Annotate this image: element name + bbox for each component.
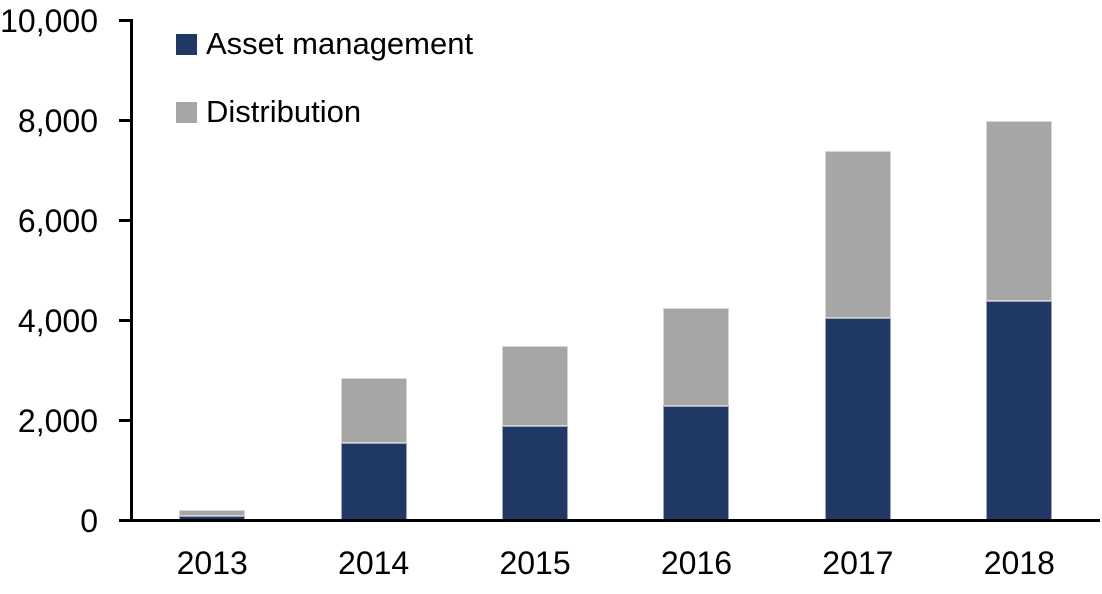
legend-label-asset-management: Asset management (206, 26, 474, 61)
x-tick-label-2017: 2017 (822, 545, 894, 581)
bar-segment-distribution-2013 (179, 509, 246, 516)
legend-swatch-asset-management-icon (176, 33, 197, 55)
y-tick-mark (119, 219, 131, 222)
x-tick-label-2014: 2014 (338, 545, 410, 581)
legend-item-distribution: Distribution (176, 94, 473, 129)
bar-segment-asset-management-2014 (340, 443, 407, 521)
bar-segment-asset-management-2016 (663, 405, 730, 521)
y-tick-label: 4,000 (17, 302, 98, 339)
bar-segment-asset-management-2017 (824, 318, 891, 521)
bar-segment-distribution-2015 (502, 345, 569, 426)
legend-swatch-distribution-icon (176, 101, 197, 123)
chart-legend: Asset management Distribution (176, 26, 474, 129)
y-axis-line (130, 19, 133, 522)
bar-segment-distribution-2017 (824, 150, 891, 318)
bar-segment-asset-management-2013 (179, 515, 246, 521)
y-tick-label: 0 (80, 502, 98, 539)
bar-segment-asset-management-2015 (502, 425, 569, 521)
bar-segment-distribution-2016 (663, 308, 730, 406)
y-tick-mark (119, 19, 131, 22)
x-tick-label-2018: 2018 (983, 545, 1055, 581)
bar-segment-asset-management-2018 (986, 300, 1053, 521)
bar-segment-distribution-2018 (986, 120, 1053, 301)
y-tick-label: 2,000 (17, 402, 98, 439)
y-tick-label: 8,000 (17, 102, 98, 139)
x-axis-line (124, 519, 1100, 522)
y-tick-mark (119, 419, 131, 422)
y-tick-label: 10,000 (0, 2, 98, 39)
x-tick-label-2016: 2016 (660, 545, 733, 581)
x-tick-label-2013: 2013 (176, 545, 248, 581)
x-tick-label-2015: 2015 (499, 545, 571, 581)
legend-label-distribution: Distribution (206, 94, 362, 129)
y-tick-mark (119, 319, 131, 322)
legend-item-asset-management: Asset management (176, 26, 474, 61)
y-tick-mark (119, 119, 131, 122)
bar-segment-distribution-2014 (340, 378, 407, 443)
y-tick-label: 6,000 (17, 202, 98, 239)
